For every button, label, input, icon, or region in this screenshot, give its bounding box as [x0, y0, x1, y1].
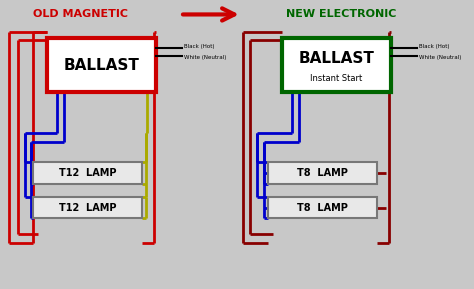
Text: T8  LAMP: T8 LAMP — [297, 168, 348, 178]
Text: BALLAST: BALLAST — [64, 58, 140, 73]
Text: NEW ELECTRONIC: NEW ELECTRONIC — [286, 10, 396, 19]
Text: Instant Start: Instant Start — [310, 74, 363, 83]
Bar — [33, 197, 142, 218]
Bar — [268, 197, 377, 218]
Text: T12  LAMP: T12 LAMP — [59, 203, 117, 212]
Bar — [47, 38, 156, 92]
Text: Black (Hot): Black (Hot) — [419, 44, 449, 49]
Bar — [33, 162, 142, 184]
Text: White (Neutral): White (Neutral) — [184, 55, 226, 60]
Text: BALLAST: BALLAST — [299, 51, 374, 66]
Text: Black (Hot): Black (Hot) — [184, 44, 214, 49]
Bar — [268, 162, 377, 184]
Text: T8  LAMP: T8 LAMP — [297, 203, 348, 212]
Bar — [282, 38, 391, 92]
Text: White (Neutral): White (Neutral) — [419, 55, 461, 60]
Text: OLD MAGNETIC: OLD MAGNETIC — [33, 10, 128, 19]
Text: T12  LAMP: T12 LAMP — [59, 168, 117, 178]
